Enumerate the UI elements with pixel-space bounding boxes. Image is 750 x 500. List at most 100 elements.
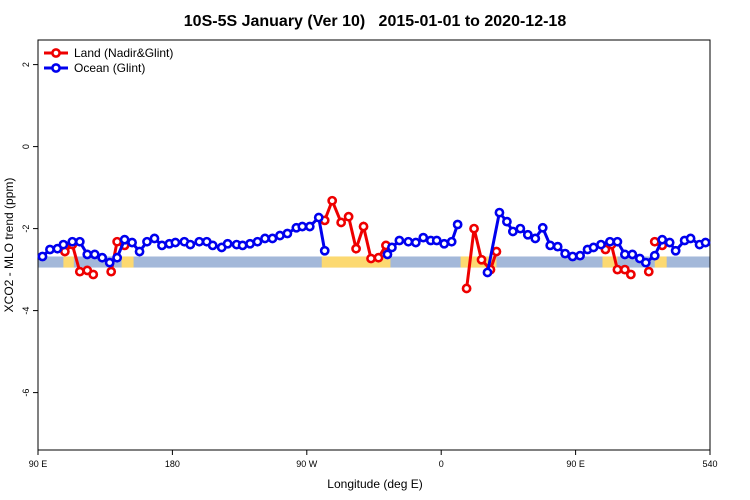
data-point (97, 252, 108, 263)
data-point (649, 236, 660, 247)
data-point (104, 257, 115, 268)
data-point (366, 253, 376, 264)
band-highlight (321, 256, 391, 268)
plot-frame (37, 39, 711, 451)
data-point (649, 250, 660, 261)
data-point (491, 246, 502, 257)
data-point (88, 269, 99, 280)
data-point (222, 238, 233, 249)
data-point (670, 245, 681, 256)
data-point (619, 249, 630, 260)
data-point (112, 252, 123, 263)
data-point (685, 233, 696, 244)
data-point (640, 257, 651, 268)
band-highlight (654, 256, 667, 268)
data-point (502, 216, 512, 227)
data-point (157, 240, 167, 251)
data-point (185, 239, 196, 250)
data-point (394, 235, 405, 246)
data-point (282, 228, 293, 239)
x-tick-label: 180 (165, 459, 180, 469)
x-tick-label: 90 W (296, 459, 318, 469)
data-point (700, 237, 711, 248)
data-point (537, 222, 548, 233)
data-point (142, 236, 152, 247)
data-point (252, 236, 263, 247)
x-tick-label: 540 (702, 459, 717, 469)
data-point (245, 238, 255, 249)
data-point (612, 264, 623, 275)
series-line (63, 196, 663, 289)
data-point (327, 195, 338, 206)
data-point (619, 264, 630, 275)
data-point (275, 230, 285, 241)
y-tick-label: -6 (21, 389, 31, 397)
data-point (461, 283, 472, 294)
legend-label: Ocean (Glint) (74, 61, 145, 75)
data-point (82, 249, 93, 260)
x-tick-label: 90 E (29, 459, 48, 469)
data-point (627, 249, 638, 260)
data-point (643, 266, 654, 277)
data-point (358, 221, 369, 232)
data-point (304, 221, 315, 232)
data-point (596, 239, 606, 250)
data-point (89, 249, 100, 260)
data-point (469, 223, 479, 234)
data-point (336, 217, 347, 228)
data-point (237, 240, 248, 251)
data-point (134, 246, 145, 257)
band-highlight (63, 256, 74, 268)
data-point (45, 244, 55, 255)
y-tick-label: 2 (21, 62, 31, 67)
data-point (106, 266, 117, 277)
data-point (552, 241, 563, 252)
data-point (522, 229, 533, 240)
data-point (452, 219, 463, 230)
data-point (431, 235, 442, 246)
data-point (560, 248, 571, 259)
data-point (297, 221, 308, 232)
data-point (439, 238, 450, 249)
data-point (119, 234, 130, 245)
y-tick-label: 0 (21, 144, 31, 149)
data-point (567, 251, 578, 262)
data-point (612, 236, 623, 247)
data-point (530, 233, 541, 244)
data-point (351, 243, 361, 254)
y-tick-label: -4 (21, 307, 31, 315)
band-highlight (121, 256, 134, 268)
data-point (625, 269, 636, 280)
data-point (74, 266, 85, 277)
data-point (382, 249, 393, 260)
data-point (664, 237, 675, 248)
data-point (657, 234, 668, 245)
data-point (149, 233, 160, 244)
data-point (387, 242, 397, 253)
data-point (313, 212, 324, 223)
data-point (494, 207, 505, 218)
data-point (410, 237, 421, 248)
legend-marker (51, 48, 61, 58)
data-point (74, 236, 85, 247)
data-point (67, 236, 78, 247)
data-point (403, 236, 414, 247)
x-tick-label: 0 (439, 459, 444, 469)
data-point (373, 252, 384, 263)
data-point (515, 223, 526, 234)
data-point (605, 236, 615, 247)
data-point (112, 236, 123, 247)
data-point (267, 233, 278, 244)
chart-title: 10S-5S January (Ver 10) 2015-01-01 to 20… (184, 13, 567, 30)
data-point (194, 236, 205, 247)
data-point (319, 245, 330, 256)
y-tick-label: -2 (21, 225, 31, 233)
data-point (207, 240, 218, 251)
data-point (260, 233, 270, 244)
data-point (127, 237, 137, 248)
data-point (418, 232, 429, 243)
data-point (446, 236, 457, 247)
data-point (507, 226, 518, 237)
data-point (545, 240, 556, 251)
